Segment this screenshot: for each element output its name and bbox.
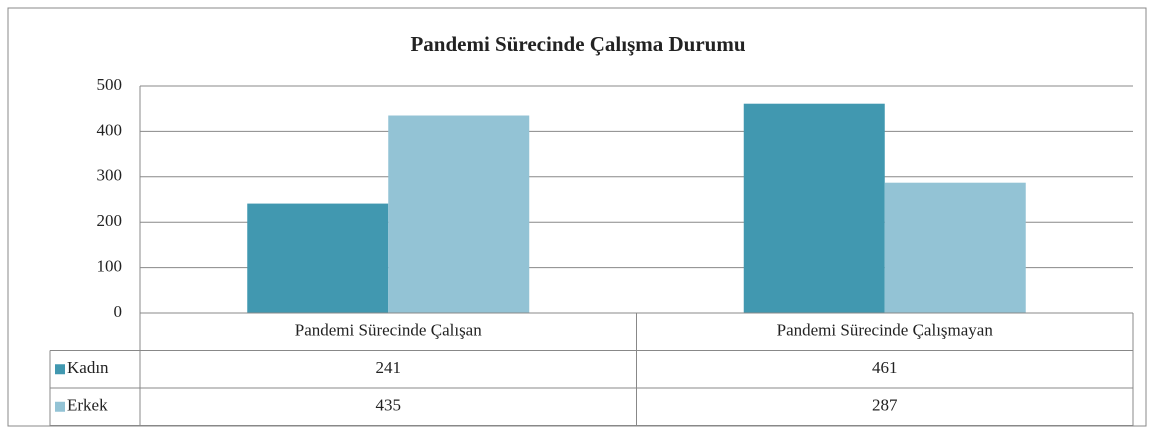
bar [884, 182, 1026, 313]
table-value: 461 [872, 358, 898, 377]
x-tick-label: Pandemi Sürecinde Çalışan [295, 321, 482, 340]
chart-title: Pandemi Sürecinde Çalışma Durumu [410, 32, 745, 56]
y-tick-label: 300 [97, 166, 123, 185]
y-tick-label: 400 [97, 120, 123, 139]
legend-swatch [55, 401, 65, 412]
legend-swatch [55, 364, 65, 375]
bar [388, 115, 530, 313]
y-tick-label: 0 [114, 302, 123, 321]
legend-label: Erkek [67, 396, 108, 415]
y-tick-label: 200 [97, 211, 123, 230]
table-value: 435 [376, 396, 402, 415]
bar [743, 103, 885, 314]
y-tick-label: 500 [97, 75, 123, 94]
bar [247, 203, 389, 313]
y-tick-label: 100 [97, 257, 123, 276]
x-tick-label: Pandemi Sürecinde Çalışmayan [777, 321, 994, 340]
table-value: 287 [872, 396, 898, 415]
legend-label: Kadın [67, 358, 109, 377]
table-value: 241 [376, 358, 402, 377]
